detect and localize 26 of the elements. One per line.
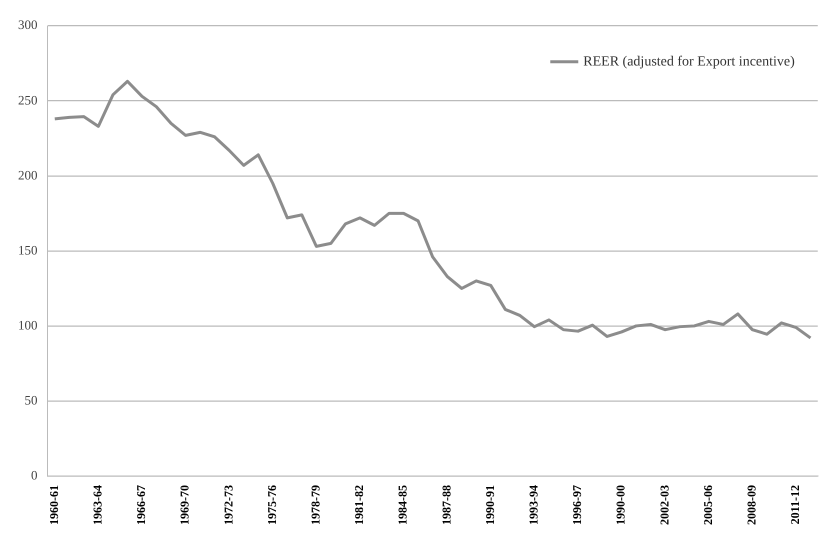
- x-tick-label: 1987-88: [439, 485, 454, 526]
- x-tick-label: 1993-94: [526, 485, 540, 526]
- y-tick-label: 150: [18, 242, 38, 258]
- y-tick-label: 50: [24, 392, 38, 408]
- legend-label: REER (adjusted for Export incentive): [583, 54, 796, 70]
- x-tick-label: 1960-61: [46, 485, 61, 526]
- x-tick-label: 1969-70: [178, 485, 192, 526]
- y-tick-label: 200: [18, 167, 38, 182]
- x-tick-label: 1990-91: [482, 485, 497, 526]
- y-tick-label: 250: [18, 92, 38, 108]
- x-tick-label: 1972-73: [221, 485, 236, 526]
- x-tick-label: 1990-00: [614, 485, 628, 526]
- x-tick-label: 1966-67: [134, 485, 148, 526]
- x-tick-label: 1975-76: [264, 485, 279, 526]
- x-tick-label: 1996-97: [570, 485, 584, 526]
- x-tick-label: 2002-03: [657, 485, 672, 526]
- y-tick-label: 300: [18, 17, 38, 32]
- x-tick-label: 2008-09: [744, 485, 758, 526]
- x-tick-label: 2005-06: [700, 485, 715, 526]
- y-tick-label: 100: [18, 317, 38, 332]
- x-tick-label: 1981-82: [352, 485, 366, 526]
- x-tick-label: 2011-12: [788, 485, 802, 524]
- x-tick-label: 1963-64: [90, 485, 104, 526]
- x-tick-label: 1984-85: [396, 485, 410, 526]
- y-tick-label: 0: [31, 467, 38, 482]
- x-tick-label: 1978-79: [308, 485, 322, 526]
